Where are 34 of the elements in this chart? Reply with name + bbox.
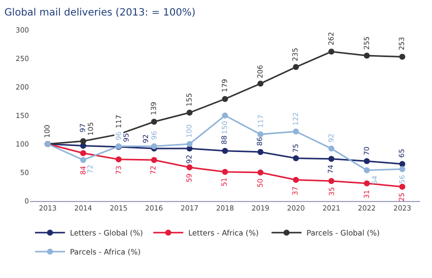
point	[186, 110, 193, 116]
point	[186, 164, 193, 170]
point	[364, 180, 370, 186]
point	[222, 96, 228, 102]
point	[222, 168, 228, 175]
point	[80, 150, 86, 156]
point	[222, 112, 228, 118]
point	[257, 148, 264, 155]
point	[292, 155, 299, 162]
point	[292, 176, 299, 183]
point	[328, 178, 334, 184]
point	[257, 170, 264, 176]
point	[328, 48, 334, 55]
point	[257, 80, 264, 87]
point	[328, 146, 334, 152]
point	[292, 64, 299, 70]
point	[364, 52, 370, 59]
point	[399, 184, 406, 190]
point	[116, 156, 122, 162]
point	[399, 166, 406, 172]
point	[151, 143, 158, 150]
point	[151, 118, 158, 125]
point	[257, 131, 264, 138]
chart-title: Global mail deliveries (2013: = 100%)	[4, 7, 196, 18]
point	[292, 128, 299, 134]
point	[364, 167, 370, 174]
point	[222, 148, 228, 154]
point	[328, 156, 334, 162]
point	[186, 141, 193, 147]
point	[364, 158, 370, 164]
point	[80, 138, 86, 144]
point	[151, 156, 158, 163]
point	[80, 156, 86, 163]
point	[399, 54, 406, 60]
